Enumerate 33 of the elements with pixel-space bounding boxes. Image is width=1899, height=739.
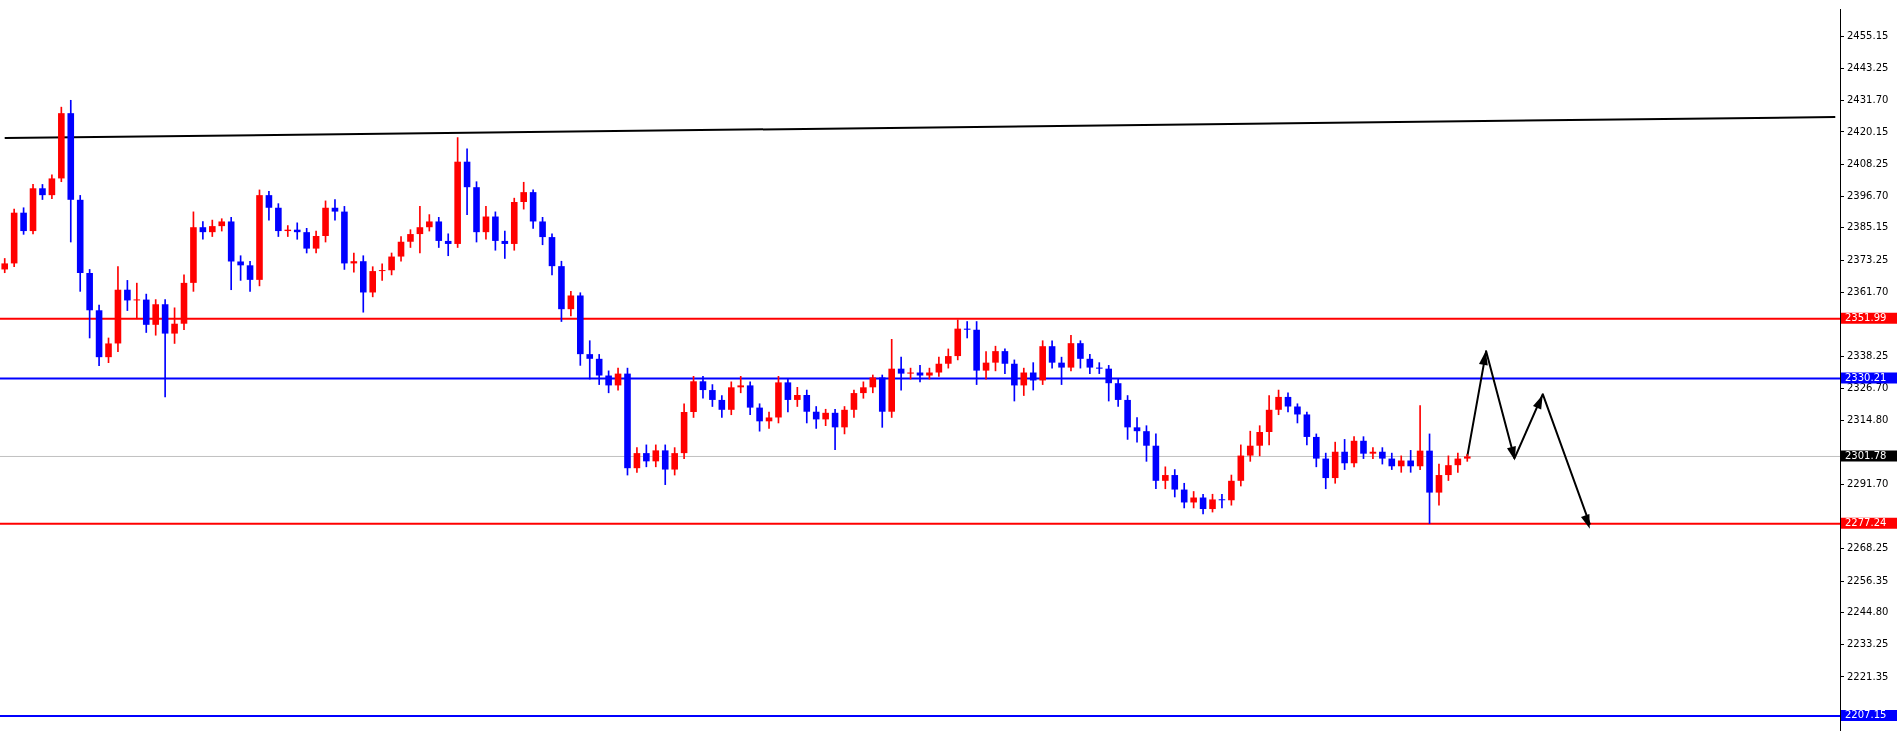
y-tick-label: 2314.80	[1847, 414, 1889, 426]
candlestick	[331, 199, 339, 221]
candlestick	[765, 411, 773, 429]
candlestick	[737, 376, 745, 394]
candlestick	[1095, 362, 1103, 374]
y-tick-label: 2431.70	[1847, 93, 1889, 105]
y-tick-label: 2233.25	[1847, 637, 1889, 649]
y-tick-label: 2221.35	[1847, 670, 1889, 682]
y-tick-label: 2385.15	[1847, 221, 1889, 233]
ref-line-label: 2207.15	[1845, 708, 1887, 720]
candlestick	[416, 206, 424, 254]
y-tick-label: 2291.70	[1847, 477, 1889, 489]
y-tick-label: 2455.15	[1847, 29, 1889, 41]
y-tick-label: 2408.25	[1847, 158, 1889, 170]
y-tick-label: 2244.80	[1847, 606, 1889, 618]
ref-line-label: 2301.78	[1845, 449, 1887, 461]
ref-line-label: 2351.99	[1845, 311, 1887, 323]
candlestick	[1133, 417, 1141, 443]
ref-line-label: 2330.21	[1845, 371, 1887, 383]
y-tick-label: 2268.25	[1847, 541, 1889, 553]
y-tick-label: 2361.70	[1847, 285, 1889, 297]
y-tick-label: 2326.70	[1847, 381, 1889, 393]
candlestick	[444, 233, 452, 257]
y-tick-label: 2373.25	[1847, 254, 1889, 266]
y-tick-label: 2396.70	[1847, 189, 1889, 201]
y-tick-label: 2420.15	[1847, 125, 1889, 137]
candlestick	[501, 230, 509, 259]
candlestick	[1369, 447, 1377, 459]
y-tick-label: 2338.25	[1847, 350, 1889, 362]
ref-line-label: 2277.24	[1845, 516, 1887, 528]
y-tick-label: 2256.35	[1847, 574, 1889, 586]
y-tick-label: 2443.25	[1847, 62, 1889, 74]
candlestick	[199, 221, 207, 240]
